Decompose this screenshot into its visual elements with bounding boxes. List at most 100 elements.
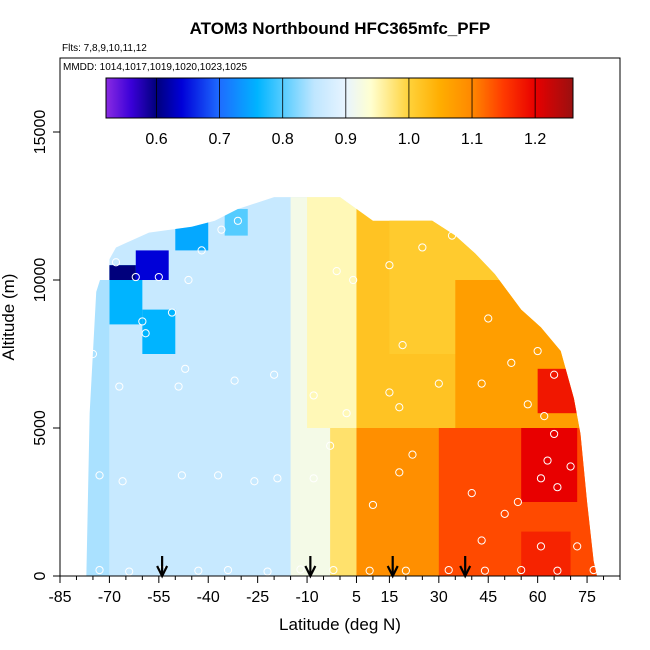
sample-point-65 (184, 275, 193, 285)
x-tick-label-60: 60 (529, 589, 547, 606)
sample-point-36 (62, 415, 71, 424)
sample-point-48 (533, 346, 542, 356)
sample-point-1 (125, 567, 134, 576)
x-tick-label--55: -55 (147, 589, 170, 606)
sample-point-16 (118, 477, 127, 486)
field-cell-9 (521, 428, 578, 502)
sample-point-61 (197, 246, 206, 255)
sample-point-25 (408, 450, 417, 459)
colorbar-tick-label-4: 1.0 (398, 131, 420, 148)
sample-point-68 (349, 275, 358, 285)
sample-point-60 (154, 272, 163, 282)
sample-point-14 (589, 565, 598, 575)
colorbar-tick-label-5: 1.1 (461, 131, 483, 148)
y-axis: 0 5000 10000 15000 (32, 110, 60, 580)
sample-point-28 (513, 497, 522, 507)
sample-point-67 (332, 267, 341, 276)
field-cell-10 (521, 531, 571, 576)
sample-point-11 (480, 566, 490, 575)
y-tick-label-15000: 15000 (32, 110, 49, 155)
sample-point-26 (467, 489, 476, 498)
sample-point-6 (296, 565, 305, 574)
colorbar-gradient (105, 77, 574, 119)
sample-point-44 (395, 403, 404, 412)
sample-point-63 (233, 216, 242, 225)
x-tick-label--10: -10 (295, 589, 318, 606)
x-tick-label-5: 5 (352, 589, 361, 606)
chart-title: ATOM3 Northbound HFC365mfc_PFP (190, 19, 491, 38)
sample-point-23 (368, 500, 378, 510)
x-tick-label--70: -70 (98, 589, 121, 606)
x-axis-label: Latitude (deg N) (279, 615, 401, 634)
sample-point-64 (95, 267, 104, 276)
flights-subtitle: Flts: 7,8,9,10,11,12 (62, 43, 147, 54)
sample-point-24 (395, 468, 404, 477)
sample-point-10 (444, 565, 453, 575)
sample-points (62, 216, 598, 576)
sample-point-19 (250, 477, 259, 486)
sample-point-0 (95, 565, 104, 575)
x-tick-label--40: -40 (197, 589, 220, 606)
sample-point-35 (573, 542, 582, 551)
sample-point-31 (553, 483, 562, 492)
sample-point-54 (88, 349, 98, 359)
sample-point-52 (540, 412, 549, 421)
x-tick-label-75: 75 (578, 589, 596, 606)
sample-point-3 (194, 566, 203, 575)
sample-point-41 (309, 391, 318, 400)
sample-point-33 (477, 536, 486, 545)
sample-point-12 (517, 565, 526, 575)
colorbar-tick-label-2: 0.8 (272, 131, 294, 148)
sample-point-27 (500, 509, 509, 518)
sample-point-7 (329, 565, 338, 575)
y-axis-label: Altitude (m) (0, 274, 18, 361)
sample-point-21 (309, 474, 318, 483)
colorbar-tick-label-6: 1.2 (524, 131, 546, 148)
sample-point-34 (536, 542, 546, 551)
x-tick-label-15: 15 (381, 589, 399, 606)
sample-point-69 (385, 261, 394, 270)
sample-point-51 (523, 400, 532, 409)
sample-point-8 (365, 566, 374, 575)
x-tick-label-45: 45 (479, 589, 497, 606)
sample-point-47 (507, 358, 516, 367)
sample-point-40 (270, 370, 279, 379)
sample-point-42 (342, 409, 351, 418)
sample-point-37 (115, 382, 124, 391)
sample-point-29 (536, 474, 546, 483)
sample-point-66 (111, 258, 121, 267)
x-tick-label--85: -85 (48, 589, 71, 606)
sample-point-15 (95, 471, 104, 480)
dates-subtitle: MMDD: 1014,1017,1019,1020,1023,1025 (63, 62, 247, 73)
sample-point-45 (434, 379, 443, 388)
sample-point-57 (167, 308, 177, 317)
sample-point-56 (141, 329, 150, 338)
sample-point-38 (174, 382, 183, 391)
sample-point-74 (398, 341, 407, 350)
field-cell-2 (330, 428, 357, 576)
sample-point-72 (484, 314, 493, 323)
sample-point-50 (573, 373, 582, 382)
x-tick-label-30: 30 (430, 589, 448, 606)
sample-point-5 (263, 567, 272, 576)
sample-point-20 (273, 474, 282, 483)
x-tick-label--25: -25 (246, 589, 269, 606)
sample-point-73 (543, 323, 552, 332)
sample-point-53 (550, 429, 559, 439)
colorbar-tick-label-0: 0.6 (145, 131, 167, 148)
sample-point-62 (217, 225, 226, 234)
sample-point-22 (326, 441, 335, 450)
sample-point-46 (477, 379, 486, 388)
field-cell-15 (109, 265, 136, 280)
field-cell-14 (135, 250, 169, 280)
sample-point-43 (385, 388, 394, 397)
sample-point-70 (418, 243, 427, 252)
sample-point-18 (214, 471, 223, 480)
y-tick-label-0: 0 (32, 571, 49, 580)
y-tick-label-10000: 10000 (32, 258, 49, 303)
colorbar-tick-label-3: 0.9 (335, 131, 357, 148)
sample-point-17 (177, 471, 186, 480)
sample-point-71 (447, 231, 457, 240)
sample-point-39 (230, 376, 239, 385)
